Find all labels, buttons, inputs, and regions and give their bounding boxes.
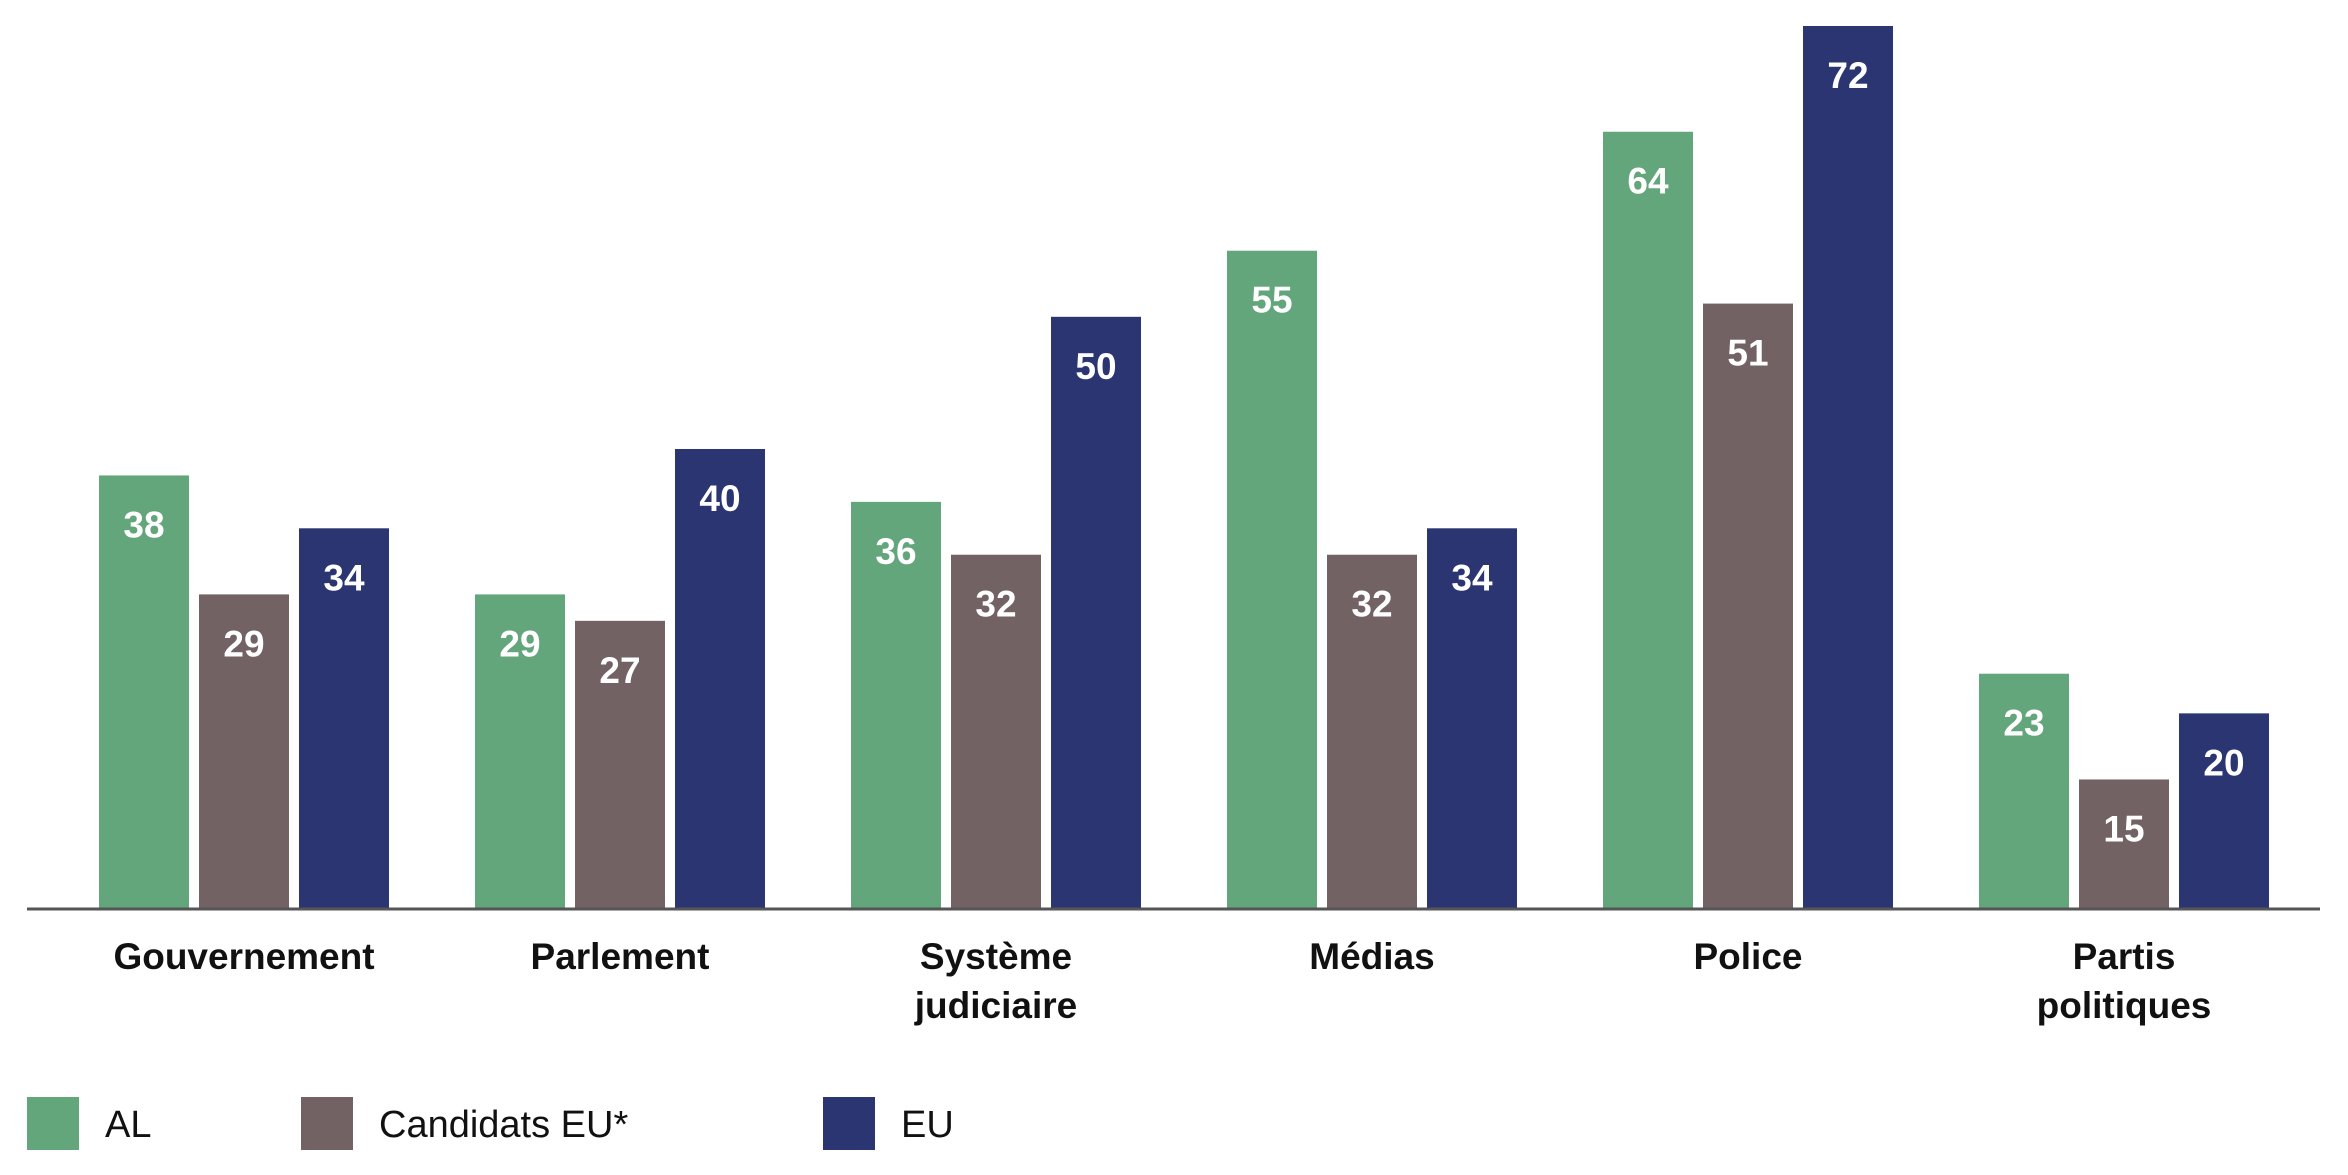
data-label: 40 <box>699 478 740 519</box>
data-label: 34 <box>1451 557 1493 598</box>
data-label: 38 <box>123 504 164 545</box>
bar-eu-3 <box>1427 528 1517 909</box>
legend-swatch <box>301 1097 353 1150</box>
bar-candidats-eu--2 <box>951 554 1041 909</box>
bar-candidats-eu--5 <box>2079 779 2169 909</box>
data-label: 23 <box>2003 703 2044 744</box>
bar-eu-0 <box>299 528 389 909</box>
data-label: 36 <box>875 531 916 572</box>
bar-candidats-eu--3 <box>1327 554 1417 909</box>
data-label: 32 <box>975 584 1016 625</box>
data-label: 20 <box>2203 742 2244 783</box>
bar-eu-4 <box>1803 26 1893 909</box>
category-label: Partis <box>2073 936 2176 977</box>
data-label: 29 <box>223 623 264 664</box>
category-labels: Gouvernement Parlement Système judiciaire Mé… <box>113 936 2211 1026</box>
legend-swatch <box>27 1097 79 1150</box>
category-label: Parlement <box>531 936 710 977</box>
legend-swatch <box>823 1097 875 1150</box>
data-label: 27 <box>599 650 640 691</box>
bar-al-3 <box>1227 250 1317 909</box>
bar-al-5 <box>1979 673 2069 909</box>
category-label: Gouvernement <box>113 936 374 977</box>
bar-al-0 <box>99 475 189 909</box>
bar-al-2 <box>851 501 941 909</box>
bar-al-1 <box>475 594 565 909</box>
legend: AL Candidats EU* EU <box>27 1097 954 1150</box>
data-label: 29 <box>499 623 540 664</box>
data-label: 34 <box>323 557 365 598</box>
category-label: Médias <box>1309 936 1434 977</box>
bar-eu-2 <box>1051 316 1141 910</box>
data-label: 32 <box>1351 584 1392 625</box>
legend-label: EU <box>901 1104 954 1146</box>
category-label: Système <box>920 936 1072 977</box>
bar-eu-1 <box>675 448 765 909</box>
data-label: 55 <box>1251 280 1292 321</box>
bar-candidats-eu--0 <box>199 594 289 909</box>
data-label: 72 <box>1827 55 1868 96</box>
legend-label: AL <box>105 1104 151 1146</box>
bar-candidats-eu--1 <box>575 620 665 909</box>
data-label: 51 <box>1727 333 1768 374</box>
data-label: 15 <box>2103 808 2144 849</box>
legend-label: Candidats EU* <box>379 1104 628 1146</box>
data-label: 64 <box>1627 161 1669 202</box>
category-label: judiciaire <box>914 985 1077 1026</box>
data-label: 50 <box>1075 346 1116 387</box>
bar-eu-5 <box>2179 713 2269 909</box>
bar-candidats-eu--4 <box>1703 303 1793 909</box>
bar-al-4 <box>1603 131 1693 909</box>
bars-layer: 38 29 34 29 27 40 36 32 50 55 32 34 64 51 72 23 15 20 <box>99 26 2269 910</box>
category-label: Police <box>1694 936 1803 977</box>
category-label: politiques <box>2037 985 2212 1026</box>
